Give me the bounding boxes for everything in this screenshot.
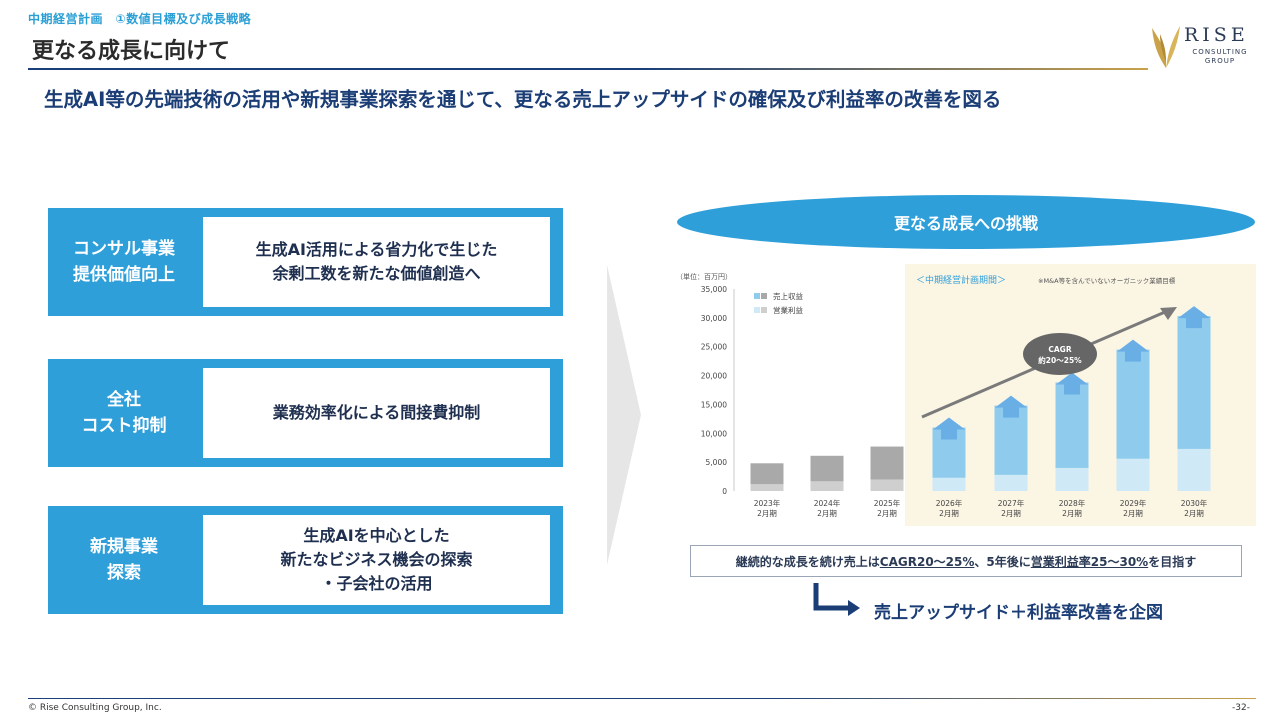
growth-arrow-icon xyxy=(1178,306,1210,329)
x-tick-label: 2月期 xyxy=(1062,509,1082,518)
logo-subtitle: CONSULTING GROUP xyxy=(1192,48,1248,65)
x-tick-label: 2027年 xyxy=(998,498,1025,508)
growth-arrow-icon xyxy=(1117,339,1149,362)
x-tick-label: 2月期 xyxy=(1184,509,1204,518)
strategy-card-new-business: 新規事業 探索 生成AIを中心とした 新たなビジネス機会の探索 ・子会社の活用 xyxy=(48,506,563,614)
growth-arrow-icon xyxy=(1056,372,1088,395)
x-tick-label: 2023年 xyxy=(754,498,781,508)
page-title: 更なる成長に向けて xyxy=(32,39,231,64)
note-post: を目指す xyxy=(1148,554,1197,569)
card-label: コンサル事業 提供価値向上 xyxy=(73,239,175,285)
chevron-right-icon xyxy=(607,265,641,565)
profit-bar xyxy=(750,484,784,491)
y-tick-label: 0 xyxy=(722,487,727,496)
legend-swatch-profit xyxy=(754,307,760,313)
profit-bar xyxy=(932,477,966,491)
title-divider xyxy=(28,68,1148,70)
challenge-banner: 更なる成長への挑戦 xyxy=(677,195,1255,249)
growth-arrow-icon xyxy=(995,395,1027,418)
x-tick-label: 2030年 xyxy=(1181,498,1208,508)
conclusion-text: 売上アップサイド＋利益率改善を企図 xyxy=(874,603,1163,623)
note-pre: 継続的な成長を続け売上は xyxy=(735,554,880,569)
note-margin: 営業利益率25～30% xyxy=(1030,554,1149,569)
legend-swatch-profit-actual xyxy=(761,307,767,313)
x-tick-label: 2025年 xyxy=(874,498,901,508)
legend-swatch-revenue xyxy=(754,293,760,299)
slide-subtitle: 生成AI等の先端技術の活用や新規事業探索を通じて、更なる売上アップサイドの確保及… xyxy=(44,88,1002,111)
page-number: -32- xyxy=(1232,703,1250,713)
cagr-value: 約20～25% xyxy=(1038,355,1082,365)
y-tick-label: 25,000 xyxy=(701,343,727,352)
x-tick-label: 2029年 xyxy=(1120,498,1147,508)
profit-bar xyxy=(994,474,1028,491)
revenue-chart: （単位：百万円） ＜中期経営計画期間＞ ※M&A等を含んでいないオーガニック業績目標… xyxy=(676,264,1256,526)
x-tick-label: 2月期 xyxy=(757,509,777,518)
x-tick-label: 2024年 xyxy=(814,498,841,508)
plan-period-label: ＜中期経営計画期間＞ xyxy=(916,274,1006,286)
chart-note: ※M&A等を含んでいないオーガニック業績目標 xyxy=(1038,276,1176,285)
copyright: © Rise Consulting Group, Inc. xyxy=(28,703,162,713)
card-body: 業務効率化による間接費抑制 xyxy=(203,368,550,458)
cagr-bubble xyxy=(1023,333,1097,375)
x-tick-label: 2月期 xyxy=(939,509,959,518)
y-tick-label: 15,000 xyxy=(701,400,727,409)
y-tick-label: 35,000 xyxy=(701,285,727,294)
unit-label: （単位：百万円） xyxy=(676,272,732,281)
trend-arrow-head-icon xyxy=(1160,307,1177,320)
x-tick-label: 2月期 xyxy=(1001,509,1021,518)
card-label: 新規事業 探索 xyxy=(90,537,158,583)
growth-arrow-icon xyxy=(933,417,965,440)
note-mid: 、5年後に xyxy=(974,554,1031,569)
x-tick-label: 2月期 xyxy=(877,509,897,518)
y-tick-label: 10,000 xyxy=(701,429,727,438)
note-cagr: CAGR20～25% xyxy=(879,554,975,569)
elbow-arrow-icon xyxy=(813,583,860,616)
profit-bar xyxy=(1177,448,1211,491)
x-tick-label: 2月期 xyxy=(1123,509,1143,518)
company-logo: RISE CONSULTING GROUP xyxy=(1148,22,1258,72)
card-label: 全社 コスト抑制 xyxy=(81,390,167,436)
legend-label-profit: 営業利益 xyxy=(773,305,803,315)
target-note: 継続的な成長を続け売上は CAGR20～25% 、5年後に 営業利益率25～30… xyxy=(690,545,1242,577)
card-body: 生成AIを中心とした 新たなビジネス機会の探索 ・子会社の活用 xyxy=(203,515,550,605)
cagr-label: CAGR xyxy=(1048,345,1071,354)
y-tick-label: 5,000 xyxy=(706,458,728,467)
strategy-card-consulting: コンサル事業 提供価値向上 生成AI活用による省力化で生じた 余剰工数を新たな価… xyxy=(48,208,563,316)
legend-label-revenue: 売上収益 xyxy=(773,291,803,301)
profit-bar xyxy=(1116,458,1150,491)
x-tick-label: 2028年 xyxy=(1059,498,1086,508)
y-tick-label: 20,000 xyxy=(701,372,727,381)
profit-bar xyxy=(810,481,844,491)
legend-swatch-revenue-actual xyxy=(761,293,767,299)
x-tick-label: 2月期 xyxy=(817,509,837,518)
breadcrumb: 中期経営計画 ①数値目標及び成長戦略 xyxy=(28,12,252,26)
card-body: 生成AI活用による省力化で生じた 余剰工数を新たな価値創造へ xyxy=(203,217,550,307)
profit-bar xyxy=(1055,467,1089,491)
logo-name: RISE xyxy=(1184,24,1249,46)
strategy-card-cost: 全社 コスト抑制 業務効率化による間接費抑制 xyxy=(48,359,563,467)
x-tick-label: 2026年 xyxy=(936,498,963,508)
profit-bar xyxy=(870,479,904,491)
logo-mark-icon xyxy=(1152,26,1180,68)
footer-divider xyxy=(28,698,1256,699)
y-tick-label: 30,000 xyxy=(701,314,727,323)
